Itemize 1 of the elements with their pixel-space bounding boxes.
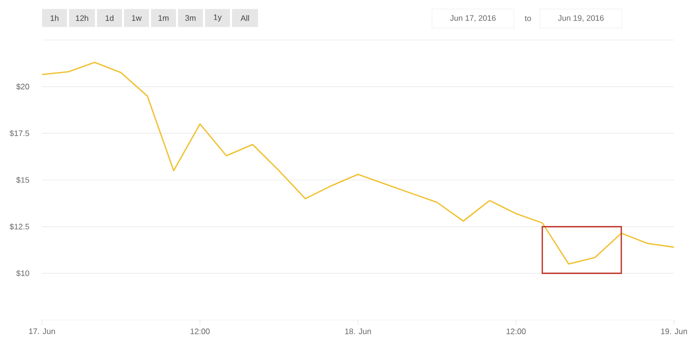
- line-series: [42, 62, 674, 265]
